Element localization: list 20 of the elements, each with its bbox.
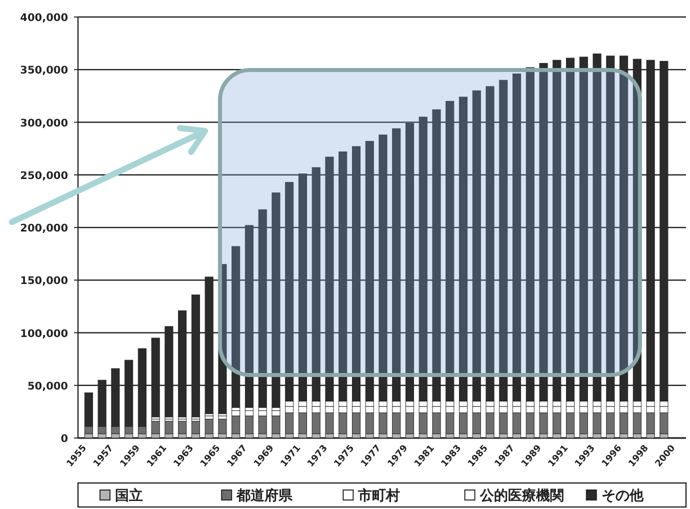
y-tick-label: 0: [60, 433, 68, 445]
y-tick-label: 350,000: [20, 64, 68, 77]
y-tick-label: 300,000: [20, 117, 68, 130]
legend-label: 都道府県: [236, 487, 294, 504]
y-tick-label: 150,000: [20, 275, 68, 288]
bar: [204, 418, 214, 434]
y-tick-label: 100,000: [20, 328, 68, 340]
bar: [178, 420, 187, 434]
bar: [191, 420, 200, 434]
y-tick-label: 250,000: [20, 170, 68, 182]
y-tick-label: 50,000: [27, 380, 68, 392]
legend-label: 国立: [115, 487, 143, 504]
bar: [218, 418, 227, 434]
y-tick-label: 200,000: [20, 222, 68, 234]
bar: [151, 420, 160, 434]
bar: [164, 420, 174, 434]
y-tick-label: 400,000: [20, 12, 68, 24]
legend-label: 市町村: [357, 487, 400, 504]
legend-label: その他: [601, 488, 644, 504]
legend-label: 公的医療機関: [478, 487, 564, 504]
